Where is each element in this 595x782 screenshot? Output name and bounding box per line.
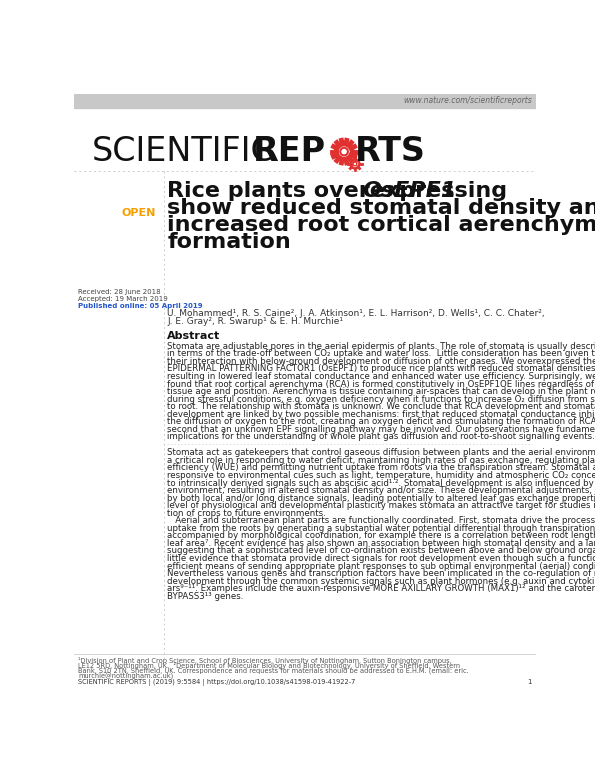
Text: Nevertheless various genes and transcription factors have been implicated in the: Nevertheless various genes and transcrip…: [167, 569, 595, 578]
Text: Stomata act as gatekeepers that control gaseous diffusion between plants and the: Stomata act as gatekeepers that control …: [167, 448, 595, 457]
Text: Abstract: Abstract: [167, 331, 221, 341]
Text: SCIENTIFIC: SCIENTIFIC: [92, 135, 274, 168]
Text: efficient means of sending appropriate plant responses to sub optimal environmen: efficient means of sending appropriate p…: [167, 561, 595, 571]
Text: OPEN: OPEN: [121, 208, 156, 218]
Text: a critical role in responding to water deficit, maintaining high rates of gas ex: a critical role in responding to water d…: [167, 456, 595, 465]
Text: Received: 28 June 2018: Received: 28 June 2018: [79, 289, 161, 295]
Text: REP: REP: [253, 135, 325, 168]
Text: Bank, S10 2TN, Sheffield, UK. Correspondence and requests for materials should b: Bank, S10 2TN, Sheffield, UK. Correspond…: [79, 668, 469, 674]
Text: uptake from the roots by generating a substantial water potential differential t: uptake from the roots by generating a su…: [167, 524, 595, 533]
Text: www.nature.com/scientificreports: www.nature.com/scientificreports: [403, 96, 531, 106]
Bar: [74, 94, 536, 108]
Text: murchie@nottingham.ac.uk): murchie@nottingham.ac.uk): [79, 673, 174, 680]
Text: resulting in lowered leaf stomatal conductance and enhanced water use efficiency: resulting in lowered leaf stomatal condu…: [167, 372, 595, 381]
Text: the diffusion of oxygen to the root, creating an oxygen deficit and stimulating : the diffusion of oxygen to the root, cre…: [167, 418, 595, 426]
Text: found that root cortical aerenchyma (RCA) is formed constitutively in OsEPF1OE l: found that root cortical aerenchyma (RCA…: [167, 379, 594, 389]
Text: tion of crops to future environments.: tion of crops to future environments.: [167, 509, 326, 518]
Text: second that an unknown EPF signalling pathway may be involved. Our observations : second that an unknown EPF signalling pa…: [167, 425, 595, 434]
Text: Aerial and subterranean plant parts are functionally coordinated. First, stomata: Aerial and subterranean plant parts are …: [167, 516, 595, 526]
Text: RTS: RTS: [355, 135, 426, 168]
Text: ars⁹⁻¹¹. Examples include the auxin-responsive MORE AXILLARY GROWTH (MAX1)¹² and: ars⁹⁻¹¹. Examples include the auxin-resp…: [167, 584, 595, 594]
Text: Stomata are adjustable pores in the aerial epidermis of plants. The role of stom: Stomata are adjustable pores in the aeri…: [167, 342, 595, 351]
Text: leaf area⁷. Recent evidence has also shown an association between high stomatal : leaf area⁷. Recent evidence has also sho…: [167, 539, 595, 548]
Text: development through the common systemic signals such as plant hormones (e.g. aux: development through the common systemic …: [167, 576, 595, 586]
Text: BYPASS3¹³ genes.: BYPASS3¹³ genes.: [167, 592, 244, 601]
Text: J. E. Gray², R. Swarup¹ & E. H. Murchie¹: J. E. Gray², R. Swarup¹ & E. H. Murchie¹: [167, 317, 343, 326]
Text: to root. The relationship with stomata is unknown. We conclude that RCA developm: to root. The relationship with stomata i…: [167, 402, 595, 411]
Text: implications for the understanding of whole plant gas diffusion and root-to-shoo: implications for the understanding of wh…: [167, 432, 595, 441]
Text: formation: formation: [167, 231, 291, 252]
Text: EPIDERMAL PATTERNING FACTOR1 (OsEPF1) to produce rice plants with reduced stomat: EPIDERMAL PATTERNING FACTOR1 (OsEPF1) to…: [167, 364, 595, 374]
Text: responsive to environmental cues such as light, temperature, humidity and atmosp: responsive to environmental cues such as…: [167, 471, 595, 480]
Text: Accepted: 19 March 2019: Accepted: 19 March 2019: [79, 296, 168, 302]
Text: accompanied by morphological coordination, for example there is a correlation be: accompanied by morphological coordinatio…: [167, 531, 595, 540]
Text: ¹Division of Plant and Crop Science, School of Biosciences, University of Nottin: ¹Division of Plant and Crop Science, Sch…: [79, 657, 452, 664]
Text: Rice plants overexpressing: Rice plants overexpressing: [167, 181, 515, 201]
Text: 1: 1: [527, 679, 531, 685]
Text: development are linked by two possible mechanisms: first that reduced stomatal c: development are linked by two possible m…: [167, 410, 595, 418]
Text: their interaction with below-ground development or diffusion of other gases. We : their interaction with below-ground deve…: [167, 357, 595, 366]
Text: SCIENTIFIC REPORTS | (2019) 9:5584 | https://doi.org/10.1038/s41598-019-41922-7: SCIENTIFIC REPORTS | (2019) 9:5584 | htt…: [79, 679, 356, 686]
Text: environment, resulting in altered stomatal density and/or size. These developmen: environment, resulting in altered stomat…: [167, 486, 595, 495]
Text: increased root cortical aerenchyma: increased root cortical aerenchyma: [167, 215, 595, 235]
Text: U. Mohammed¹, R. S. Caine², J. A. Atkinson¹, E. L. Harrison², D. Wells¹, C. C. C: U. Mohammed¹, R. S. Caine², J. A. Atkins…: [167, 310, 545, 318]
Text: tissue age and position. Aerenchyma is tissue containing air-spaces that can dev: tissue age and position. Aerenchyma is t…: [167, 387, 595, 396]
Text: by both local and/or long distance signals, leading potentially to altered leaf : by both local and/or long distance signa…: [167, 493, 595, 503]
Text: during stressful conditions, e.g. oxygen deficiency when it functions to increas: during stressful conditions, e.g. oxygen…: [167, 395, 595, 404]
Text: show reduced stomatal density and: show reduced stomatal density and: [167, 198, 595, 218]
Text: OsEPF1: OsEPF1: [363, 181, 457, 201]
Text: little evidence that stomata provide direct signals for root development even th: little evidence that stomata provide dir…: [167, 554, 595, 563]
Text: Published online: 05 April 2019: Published online: 05 April 2019: [79, 303, 203, 309]
Text: efficiency (WUE) and permitting nutrient uptake from roots via the transpiration: efficiency (WUE) and permitting nutrient…: [167, 464, 595, 472]
Text: level of physiological and developmental plasticity makes stomata an attractive : level of physiological and developmental…: [167, 501, 595, 510]
Text: LE12 5RD, Nottingham, UK.  ²Department of Molecular Biology and Biotechnology, U: LE12 5RD, Nottingham, UK. ²Department of…: [79, 662, 461, 669]
Text: in terms of the trade-off between CO₂ uptake and water loss.  Little considerati: in terms of the trade-off between CO₂ up…: [167, 350, 595, 358]
Text: to intrinsically derived signals such as abscisic acid¹·². Stomatal development : to intrinsically derived signals such as…: [167, 479, 595, 487]
Text: suggesting that a sophisticated level of co-ordination exists between above and : suggesting that a sophisticated level of…: [167, 547, 595, 555]
